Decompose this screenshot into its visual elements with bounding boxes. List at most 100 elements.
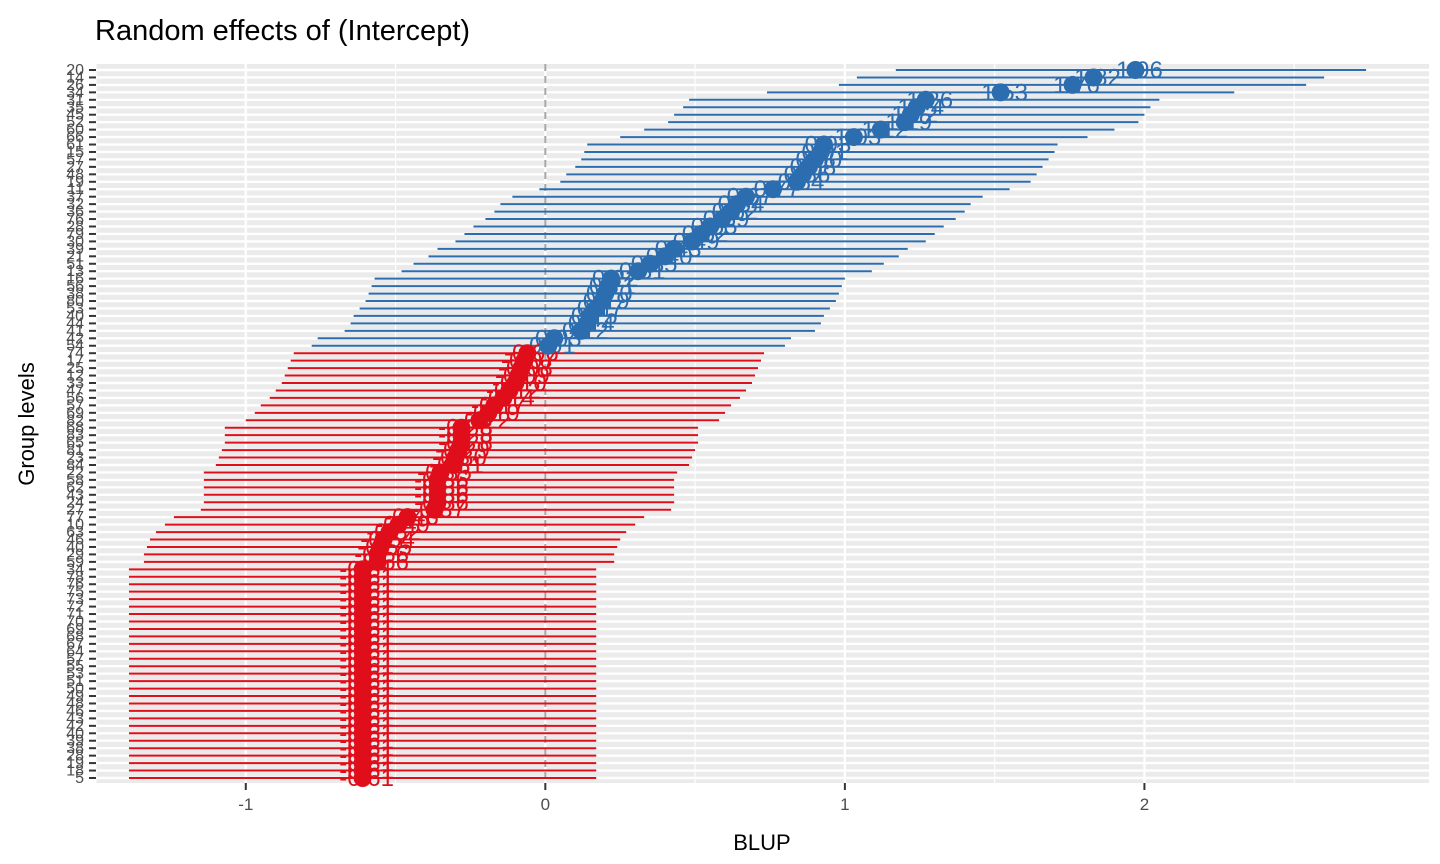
x-tick-label: 2 [1140,795,1149,814]
x-tick-label: 0 [541,795,550,814]
y-tick-label: 61 [66,137,84,154]
blup-point [572,321,591,340]
y-tick-label: 55 [66,658,84,675]
y-tick-label: 19 [66,174,84,191]
y-tick-label: 77 [66,509,84,526]
y-tick-label: 39 [66,733,84,750]
y-tick-label: 38 [66,286,84,303]
y-tick-label: 40 [66,539,84,556]
y-tick-label: 63 [66,524,84,541]
y-tick-label: 43 [66,487,84,504]
y-tick-label: 47 [66,382,84,399]
y-tick-label: 42 [66,330,84,347]
y-tick-label: 5 [75,770,84,787]
y-tick-label: 65 [66,435,84,452]
y-tick-label: 18 [66,763,84,780]
y-tick-label: 26 [66,77,84,94]
y-tick-label: 49 [66,688,84,705]
y-tick-label: 11 [67,181,84,198]
y-tick-label: 81 [66,442,84,459]
y-tick-label: 84 [66,457,84,474]
x-tick-label: 1 [840,795,849,814]
y-tick-label: 27 [66,159,84,176]
y-tick-label: 10 [66,517,84,534]
y-tick-label: 74 [66,345,84,362]
blup-point [895,113,914,132]
y-tick-label: 58 [66,472,84,489]
y-tick-label: 69 [66,405,84,422]
y-tick-label: 60 [66,122,84,139]
y-tick-label: 66 [66,129,84,146]
blup-points [353,61,1145,787]
y-tick-label: 56 [66,278,84,295]
chart-title: Random effects of (Intercept) [95,15,470,47]
y-tick-label: 21 [66,248,84,265]
y-tick-label: 64 [66,643,84,660]
y-tick-label: 57 [66,397,84,414]
y-tick-label: 15 [66,144,84,161]
blup-point [470,411,489,430]
y-tick-label: 16 [66,271,84,288]
y-tick-label: 34 [66,84,84,101]
y-tick-label: 51 [66,673,84,690]
plot-panel [96,64,1429,783]
blup-point [1063,75,1082,94]
blup-point [683,232,702,251]
y-tick-label: 80 [66,293,84,310]
blup-point [991,83,1010,102]
y-axis: 2014263431354552606661155727481911373236… [66,62,96,787]
y-tick-label: 44 [66,315,84,332]
y-axis-title: Group levels [14,362,39,486]
x-tick-label: -1 [238,795,253,814]
y-tick-label: 25 [66,360,84,377]
y-tick-label: 12 [66,368,84,385]
y-tick-label: 54 [66,338,84,355]
y-tick-label: 23 [66,450,84,467]
y-tick-label: 68 [66,420,84,437]
blup-point [629,262,648,281]
blup-point [787,172,806,191]
y-tick-label: 50 [66,681,84,698]
y-tick-label: 68 [66,628,84,645]
y-tick-label: 29 [66,546,84,563]
blup-point [763,180,782,199]
y-tick-label: 39 [66,241,84,258]
y-tick-label: 13 [66,263,84,280]
y-tick-label: 72 [66,599,84,616]
y-tick-label: 46 [66,532,84,549]
y-tick-label: 24 [66,494,84,511]
y-tick-label: 53 [66,300,84,317]
blup-point [368,552,387,571]
y-tick-label: 82 [66,412,84,429]
y-tick-label: 19 [66,755,84,772]
y-tick-label: 37 [66,189,84,206]
y-tick-label: 38 [66,740,84,757]
y-tick-label: 36 [66,204,84,221]
y-tick-label: 40 [66,725,84,742]
y-tick-label: 76 [66,576,84,593]
y-tick-label: 43 [66,710,84,727]
y-tick-label: 53 [66,666,84,683]
y-tick-label: 78 [66,569,84,586]
y-tick-label: 67 [66,636,84,653]
y-tick-label: 45 [66,107,84,124]
y-tick-label: 28 [66,748,84,765]
y-tick-label: 22 [66,464,84,481]
y-tick-label: 57 [66,651,84,668]
y-tick-label: 59 [66,554,84,571]
x-axis-title: BLUP [733,830,790,855]
y-tick-label: 40 [66,308,84,325]
y-tick-label: 42 [66,718,84,735]
y-tick-label: 33 [66,375,84,392]
blup-point [1084,68,1103,87]
y-tick-label: 62 [66,479,84,496]
y-tick-label: 48 [66,166,84,183]
blup-point [656,247,675,266]
y-tick-label: 34 [66,561,84,578]
y-tick-label: 56 [66,390,84,407]
y-tick-label: 79 [66,226,84,243]
blup-point [871,120,890,139]
y-tick-label: 28 [66,219,84,236]
y-tick-label: 83 [66,427,84,444]
